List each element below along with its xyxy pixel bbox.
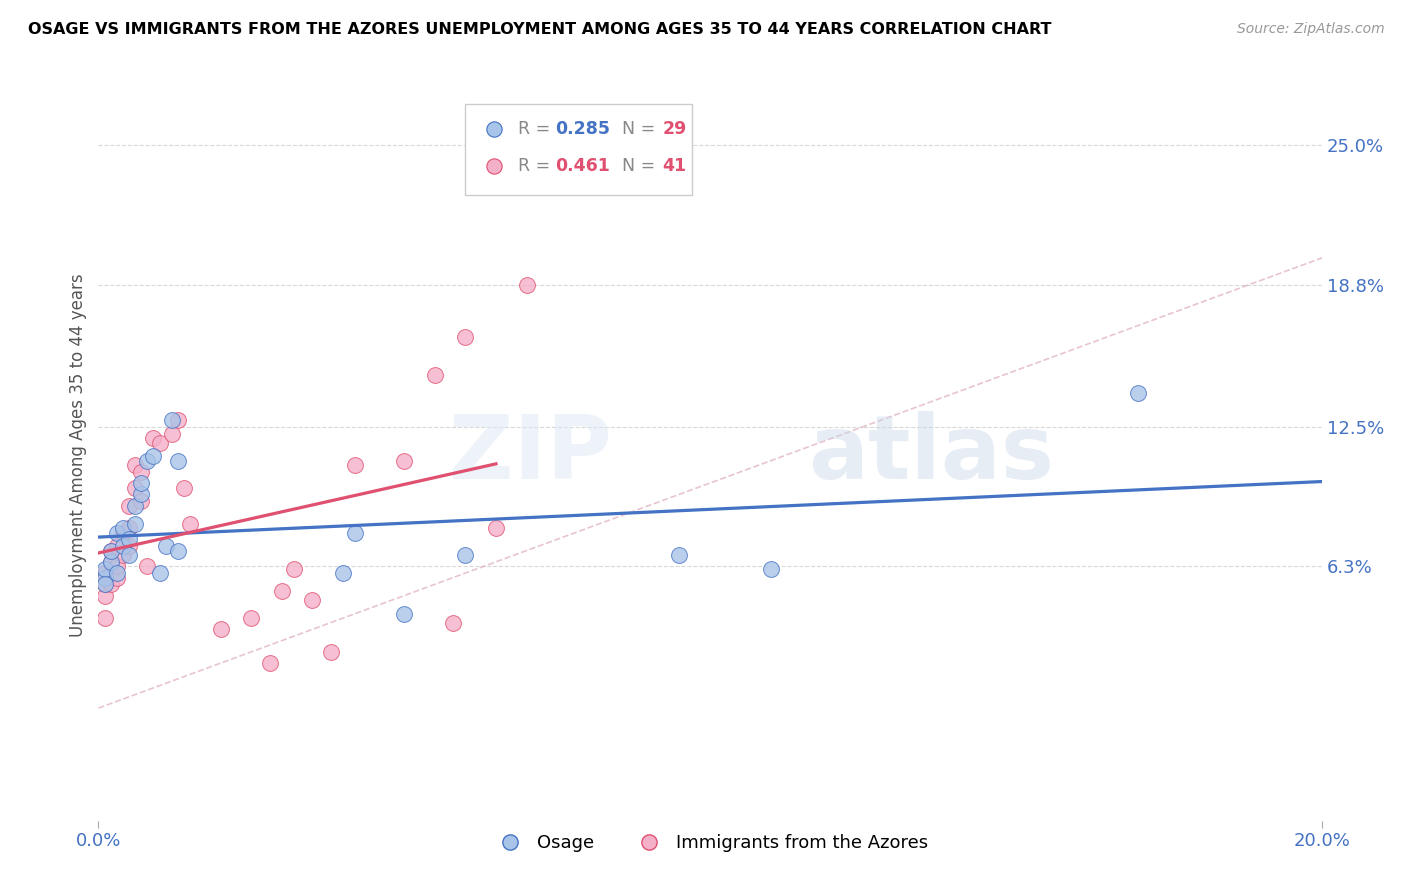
Point [124,481,146,495]
Point [93,577,115,591]
Point [759,561,782,575]
Point [160,426,183,441]
Point [100,543,122,558]
Point [124,458,146,472]
Point [259,656,281,670]
Point [93,577,115,591]
Point [118,548,141,562]
Point [167,453,190,467]
Point [118,533,141,547]
Point [332,566,354,580]
Point [129,476,152,491]
Point [344,525,367,540]
Text: OSAGE VS IMMIGRANTS FROM THE AZORES UNEMPLOYMENT AMONG AGES 35 TO 44 YEARS CORRE: OSAGE VS IMMIGRANTS FROM THE AZORES UNEM… [28,22,1052,37]
Point [100,555,122,569]
Text: 41: 41 [662,157,686,175]
Text: atlas: atlas [808,411,1053,499]
Point [270,584,292,599]
Point [129,465,152,479]
Point [111,548,134,562]
Text: R =: R = [517,157,555,175]
Point [124,516,146,531]
Point [142,431,165,445]
Point [93,566,115,580]
Point [118,521,141,535]
Point [149,435,172,450]
Point [105,539,128,553]
Legend: Osage, Immigrants from the Azores: Osage, Immigrants from the Azores [485,827,935,859]
Point [111,539,134,553]
Text: R =: R = [517,120,555,138]
Point [111,525,134,540]
Text: Source: ZipAtlas.com: Source: ZipAtlas.com [1237,22,1385,37]
Point [105,525,128,540]
Point [454,330,477,344]
Point [100,543,122,558]
Point [1128,386,1150,401]
Point [100,566,122,580]
Point [93,571,115,585]
Point [423,368,446,382]
Point [93,611,115,625]
Point [155,539,177,553]
Point [93,589,115,603]
Point [485,521,508,535]
Y-axis label: Unemployment Among Ages 35 to 44 years: Unemployment Among Ages 35 to 44 years [69,273,87,637]
Point [240,611,263,625]
Text: N =: N = [612,157,661,175]
Point [392,453,416,467]
Point [167,543,190,558]
Point [668,548,690,562]
Point [136,453,159,467]
Point [105,559,128,574]
Point [173,481,195,495]
Point [100,555,122,569]
Point [441,615,464,630]
Point [149,566,172,580]
Point [516,278,538,293]
Point [319,645,342,659]
Point [129,494,152,508]
Text: ZIP: ZIP [450,411,612,499]
Point [179,516,201,531]
Point [124,499,146,513]
Point [454,548,477,562]
Point [160,413,183,427]
Point [111,521,134,535]
Point [105,566,128,580]
Point [105,571,128,585]
Point [118,499,141,513]
Point [392,607,416,621]
Point [129,487,152,501]
Text: N =: N = [612,120,661,138]
Point [136,559,159,574]
Point [301,593,323,607]
Text: 0.461: 0.461 [555,157,610,175]
Point [118,539,141,553]
Text: 0.285: 0.285 [555,120,610,138]
Point [209,623,232,637]
FancyBboxPatch shape [465,103,692,195]
Text: 29: 29 [662,120,686,138]
Point [167,413,190,427]
Point [283,561,305,575]
Point [142,449,165,463]
Point [100,577,122,591]
Point [344,458,367,472]
Point [93,561,115,575]
